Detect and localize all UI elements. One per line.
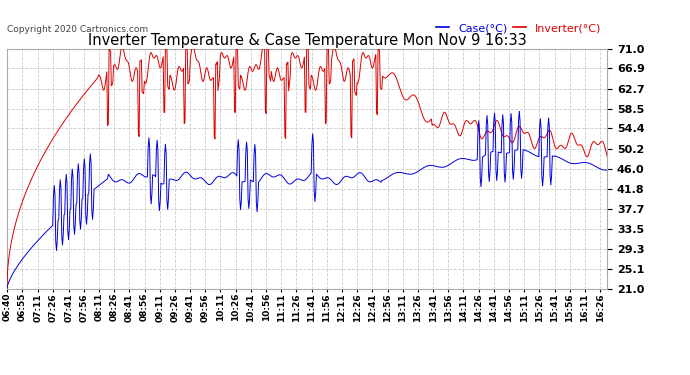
Text: Copyright 2020 Cartronics.com: Copyright 2020 Cartronics.com	[7, 26, 148, 34]
Title: Inverter Temperature & Case Temperature Mon Nov 9 16:33: Inverter Temperature & Case Temperature …	[88, 33, 526, 48]
Legend: Case(°C), Inverter(°C): Case(°C), Inverter(°C)	[436, 23, 602, 33]
